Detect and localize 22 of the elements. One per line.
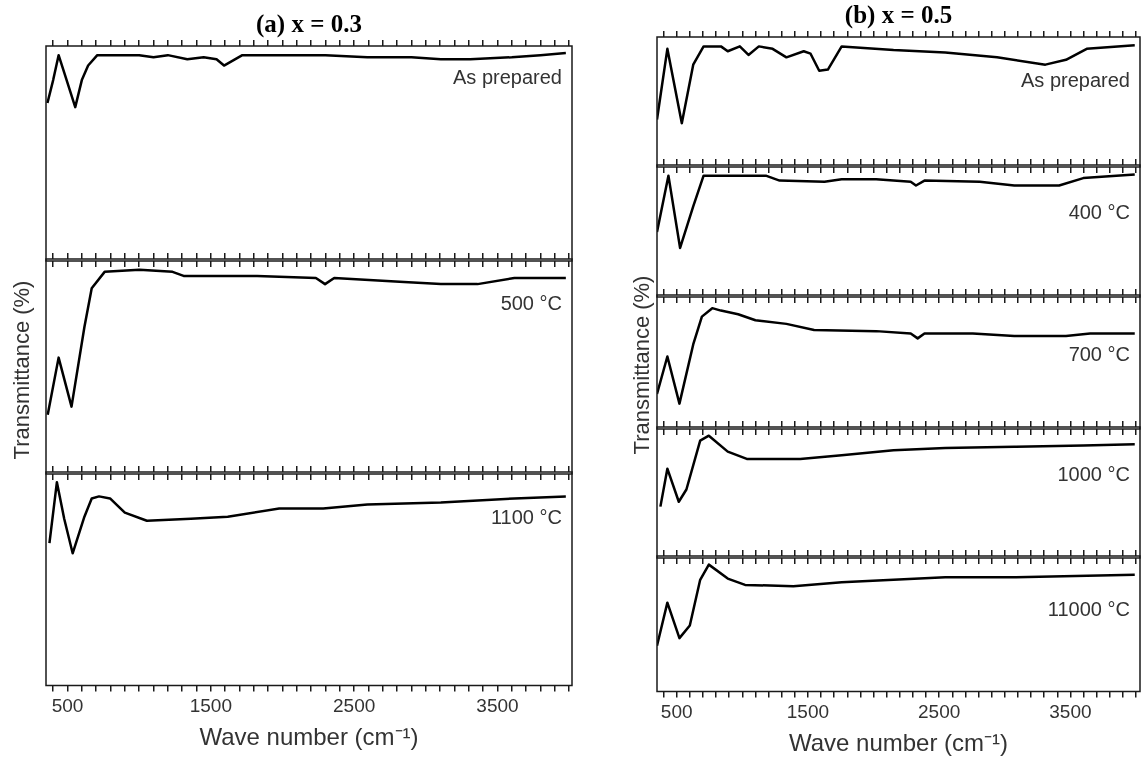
x-tick-label: 500 bbox=[660, 701, 693, 723]
annotation: 1000 °C bbox=[1057, 462, 1130, 485]
annotation: 700 °C bbox=[1068, 342, 1130, 365]
x-axis-title: Wave number (cm⁻¹) bbox=[199, 723, 419, 751]
x-tick-label: 1500 bbox=[189, 695, 232, 717]
annotation: As prepared bbox=[453, 65, 562, 88]
x-tick-label: 2500 bbox=[918, 701, 961, 723]
annotation: 400 °C bbox=[1068, 201, 1130, 224]
annotation: As prepared bbox=[1021, 68, 1130, 91]
x-tick-label: 3500 bbox=[476, 695, 519, 717]
chart-title: (a) x = 0.3 bbox=[256, 10, 362, 38]
x-tick-label: 500 bbox=[51, 695, 84, 717]
x-tick-label: 2500 bbox=[333, 695, 376, 717]
y-axis-title: Transmittance (%) bbox=[9, 280, 35, 460]
x-tick-label: 3500 bbox=[1049, 701, 1092, 723]
chart-title: (b) x = 0.5 bbox=[844, 1, 953, 29]
annotation: 500 °C bbox=[500, 291, 562, 314]
y-axis-title: Transmittance (%) bbox=[629, 275, 655, 455]
x-tick-label: 1500 bbox=[786, 701, 830, 723]
annotation: 1100 °C bbox=[490, 506, 562, 529]
x-axis-title: Wave number (cm⁻¹) bbox=[788, 729, 1009, 757]
annotation: 11000 °C bbox=[1047, 597, 1130, 620]
